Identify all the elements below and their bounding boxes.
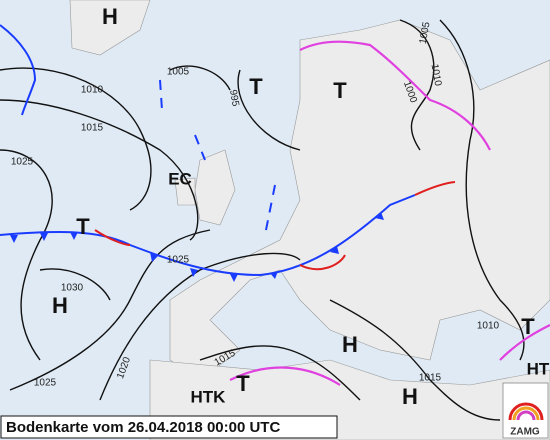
isobar-label: 1010 (81, 85, 104, 96)
pressure-center: HTK (191, 387, 227, 406)
isobar-label: 1015 (81, 123, 104, 134)
isobars (0, 19, 525, 421)
isobar-label: 1005 (418, 21, 433, 45)
isobar-label: 1025 (11, 157, 34, 168)
pressure-center: T (249, 74, 263, 99)
caption-box (0, 415, 338, 439)
isobar-label: 1030 (61, 283, 84, 294)
isobar-label: 1025 (167, 255, 190, 266)
pressure-center: T (521, 314, 535, 339)
pressure-center: H (102, 4, 118, 29)
pressure-centers: H T T EC T H H H T HTK T HT (52, 4, 550, 409)
isobar-label: 1015 (419, 373, 442, 384)
isobar-label: 1010 (477, 321, 500, 332)
isobar-label: 1010 (429, 63, 444, 87)
map-title: Bodenkarte vom 26.04.2018 00:00 UTC (6, 419, 280, 436)
logo: ZAMG (502, 382, 549, 439)
isobar-label: 1005 (167, 67, 190, 78)
logo-text: ZAMG (510, 427, 540, 438)
pressure-center: H (52, 293, 68, 318)
pressure-center: EC (168, 169, 192, 188)
pressure-center: H (402, 384, 418, 409)
pressure-center: H (342, 332, 358, 357)
isobar-label: 995 (227, 89, 241, 108)
pressure-center: T (333, 78, 347, 103)
fronts (0, 24, 550, 386)
pressure-center: T (76, 214, 90, 239)
pressure-center: HT (527, 359, 550, 378)
isobar-label: 1025 (34, 378, 57, 389)
pressure-center: T (236, 371, 250, 396)
